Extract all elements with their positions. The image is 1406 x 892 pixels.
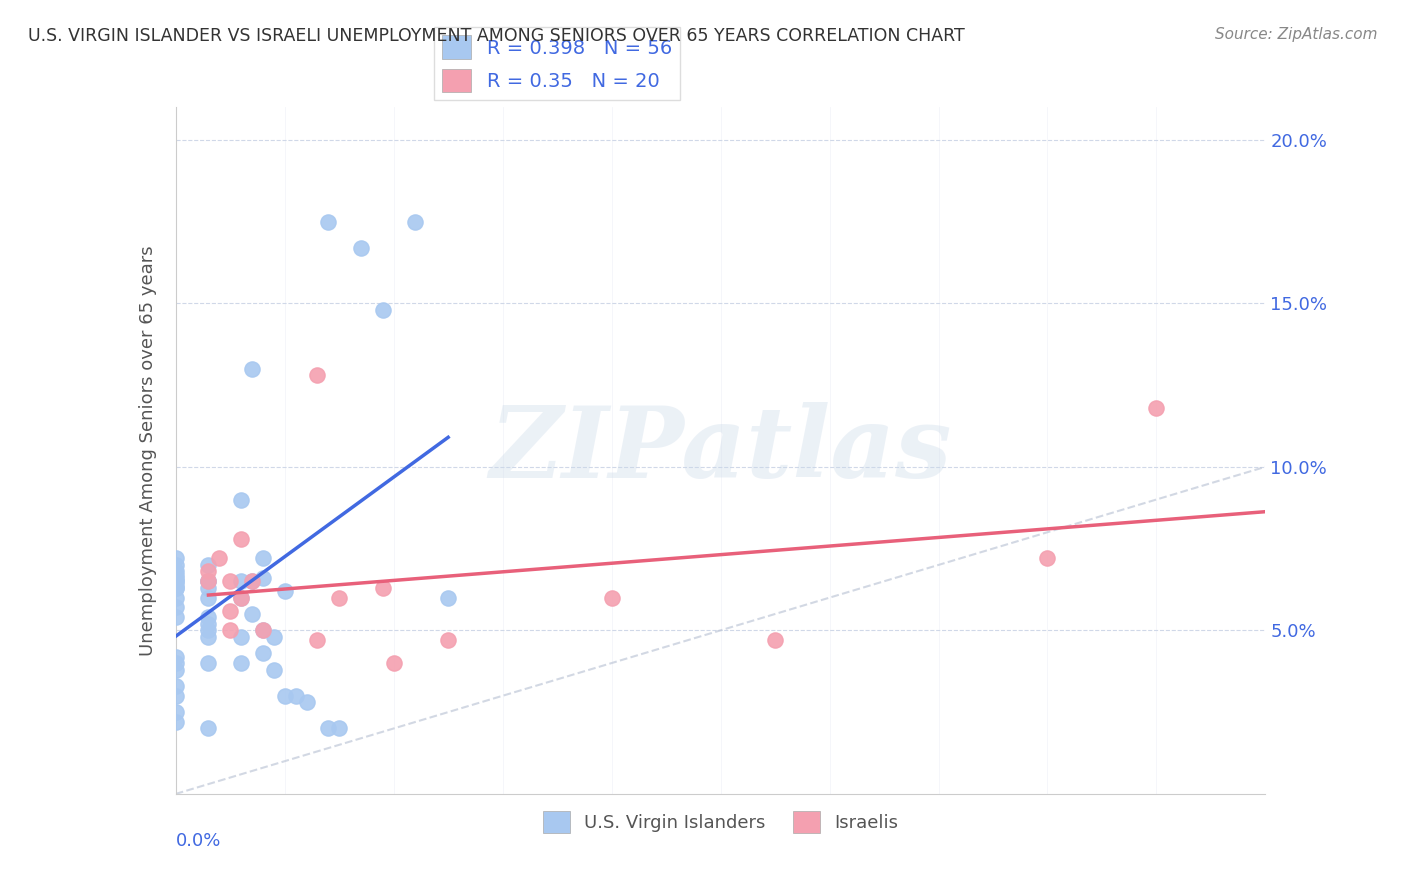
Point	[219, 574, 242, 589]
Point	[437, 633, 460, 648]
Point	[382, 656, 405, 670]
Point	[165, 581, 187, 595]
Point	[197, 565, 219, 579]
Point	[274, 584, 297, 599]
Point	[165, 656, 187, 670]
Point	[252, 571, 274, 585]
Point	[328, 591, 350, 605]
Point	[252, 624, 274, 638]
Point	[197, 591, 219, 605]
Point	[165, 689, 187, 703]
Point	[165, 663, 187, 677]
Point	[371, 302, 394, 317]
Point	[165, 649, 187, 664]
Point	[197, 574, 219, 589]
Point	[231, 591, 253, 605]
Point	[763, 633, 786, 648]
Point	[328, 722, 350, 736]
Point	[371, 581, 394, 595]
Point	[165, 705, 187, 719]
Point	[165, 610, 187, 624]
Point	[437, 591, 460, 605]
Point	[231, 574, 253, 589]
Point	[219, 604, 242, 618]
Point	[295, 695, 318, 709]
Point	[197, 630, 219, 644]
Point	[252, 646, 274, 660]
Point	[240, 574, 263, 589]
Text: U.S. VIRGIN ISLANDER VS ISRAELI UNEMPLOYMENT AMONG SENIORS OVER 65 YEARS CORRELA: U.S. VIRGIN ISLANDER VS ISRAELI UNEMPLOY…	[28, 27, 965, 45]
Point	[165, 567, 187, 582]
Point	[231, 630, 253, 644]
Point	[165, 565, 187, 579]
Point	[240, 574, 263, 589]
Point	[600, 591, 623, 605]
Point	[219, 624, 242, 638]
Point	[197, 574, 219, 589]
Text: 0.0%: 0.0%	[176, 831, 221, 850]
Point	[165, 591, 187, 605]
Point	[284, 689, 307, 703]
Point	[165, 577, 187, 591]
Point	[263, 630, 285, 644]
Point	[165, 581, 187, 595]
Legend: U.S. Virgin Islanders, Israelis: U.S. Virgin Islanders, Israelis	[536, 804, 905, 839]
Point	[240, 607, 263, 621]
Point	[165, 679, 187, 693]
Point	[231, 656, 253, 670]
Point	[197, 581, 219, 595]
Point	[197, 574, 219, 589]
Point	[1036, 551, 1059, 566]
Point	[165, 574, 187, 589]
Point	[165, 571, 187, 585]
Point	[197, 624, 219, 638]
Point	[231, 492, 253, 507]
Point	[208, 551, 231, 566]
Point	[318, 722, 340, 736]
Y-axis label: Unemployment Among Seniors over 65 years: Unemployment Among Seniors over 65 years	[139, 245, 157, 656]
Point	[252, 624, 274, 638]
Point	[197, 610, 219, 624]
Point	[405, 214, 427, 228]
Point	[307, 368, 329, 383]
Point	[307, 633, 329, 648]
Text: ZIPatlas: ZIPatlas	[489, 402, 952, 499]
Point	[318, 214, 340, 228]
Point	[165, 558, 187, 572]
Point	[197, 558, 219, 572]
Text: Source: ZipAtlas.com: Source: ZipAtlas.com	[1215, 27, 1378, 42]
Point	[252, 551, 274, 566]
Point	[197, 722, 219, 736]
Point	[165, 574, 187, 589]
Point	[1144, 401, 1167, 415]
Point	[231, 591, 253, 605]
Point	[197, 656, 219, 670]
Point	[263, 663, 285, 677]
Point	[231, 532, 253, 546]
Point	[274, 689, 297, 703]
Point	[240, 361, 263, 376]
Point	[197, 616, 219, 631]
Point	[165, 714, 187, 729]
Point	[350, 241, 373, 255]
Point	[165, 600, 187, 615]
Point	[165, 551, 187, 566]
